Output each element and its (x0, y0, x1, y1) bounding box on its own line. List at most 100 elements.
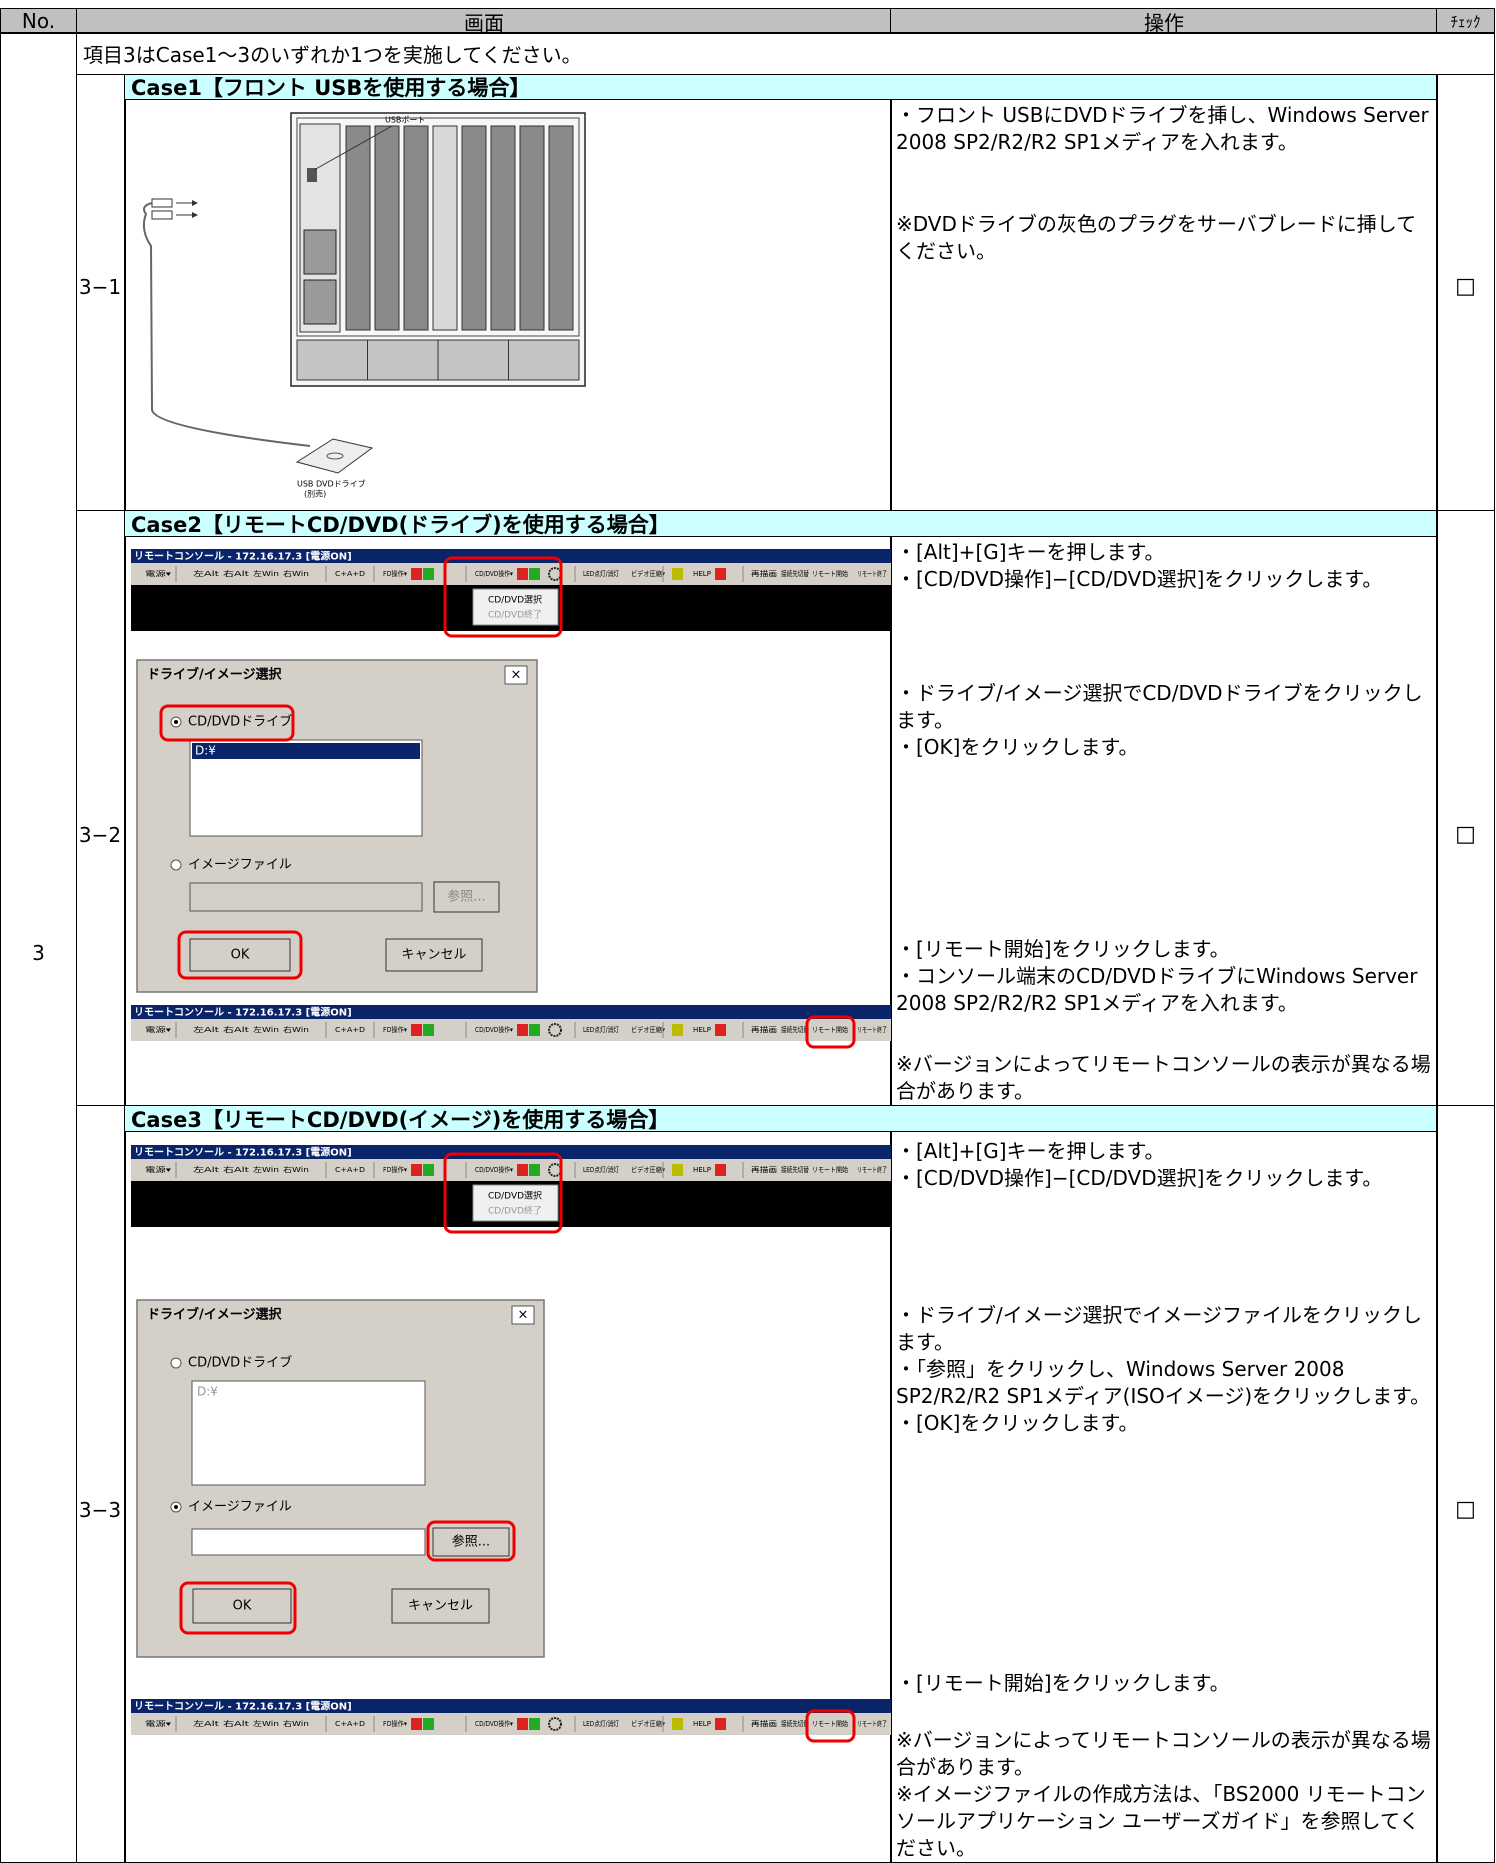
toolbar-button: 接続先切替 (781, 569, 809, 578)
toolbar-icon (529, 1164, 540, 1176)
toolbar-button: 左Win (253, 569, 279, 578)
toolbar-button: リモート開始 (812, 1025, 848, 1034)
operation-text: ・コンソール端末のCD/DVDドライブにWindows Server 2008 … (896, 964, 1418, 1015)
list-item: D:¥ (195, 744, 216, 758)
operation-text: ・ドライブ/イメージ選択でイメージファイルをクリックします。 (896, 1303, 1422, 1354)
plug-arrow-head (192, 200, 198, 206)
usb-cable (142, 202, 311, 447)
toolbar-button: C+A+D (335, 1720, 365, 1728)
operation-text: ・[Alt]+[G]キーを押します。 (896, 540, 1165, 564)
dialog-close-label: × (511, 668, 522, 683)
radio-label: CD/DVDドライブ (188, 1355, 292, 1371)
operation-block: ・[リモート開始]をクリックします。 ・コンソール端末のCD/DVDドライブにWi… (896, 936, 1432, 1017)
toolbar-button: リモート開始 (812, 1165, 848, 1174)
toolbar-button: HELP (693, 1720, 711, 1728)
item-number: 3 (32, 941, 45, 965)
toolbar-icon (715, 1164, 726, 1176)
toolbar-button: 左Alt (193, 1719, 219, 1728)
operation-block: ・ドライブ/イメージ選択でCD/DVDドライブをクリックします。 ・[OK]をクリ… (896, 680, 1432, 761)
toolbar-button: ビデオ圧縮▾ (631, 1165, 665, 1174)
toolbar-button: 接続先切替 (781, 1719, 809, 1728)
dialog-title: ドライブ/イメージ選択 (147, 1307, 282, 1323)
operation-block: ※DVDドライブの灰色のプラグをサーバブレードに挿してください。 (896, 211, 1432, 265)
dialog-close (511, 1305, 535, 1325)
usb-plug (151, 210, 173, 220)
toolbar-icon (423, 1164, 434, 1176)
browse-button-label: 参照... (452, 1534, 490, 1550)
menu-dropdown (472, 1184, 559, 1222)
toolbar-button: LED点灯/消灯 (583, 1165, 619, 1174)
toolbar-icon (423, 568, 434, 580)
radio-dot (174, 1505, 178, 1509)
toolbar-button: CD/DVD操作▾ (475, 1719, 513, 1728)
operation-text: ※バージョンによってリモートコンソールの表示が異なる場合があります。 (896, 1052, 1431, 1103)
toolbar-button: 左Alt (193, 1025, 219, 1034)
operation-block: ・[Alt]+[G]キーを押します。・[CD/DVD操作]−[CD/DVD選択]… (896, 539, 1432, 593)
toolbar-button: 電源▾ (145, 1719, 172, 1728)
radio-button (170, 1357, 182, 1369)
toolbar-button: FD操作▾ (383, 569, 407, 578)
cancel-button (385, 938, 483, 972)
console-toolbar (131, 1713, 891, 1735)
drive-label: USB DVDドライブ (297, 479, 366, 489)
ok-button (192, 1588, 292, 1624)
operation-text: ・[CD/DVD操作]−[CD/DVD選択]をクリックします。 (896, 1166, 1383, 1190)
blade-slot (374, 125, 400, 331)
browse-button (433, 881, 500, 913)
toolbar-button: FD操作▾ (383, 1025, 407, 1034)
menu-item: CD/DVD終了 (488, 1205, 542, 1217)
toolbar-button: 再描画 (751, 1025, 777, 1034)
toolbar-button: 右Win (283, 1719, 309, 1728)
toolbar-button: 右Alt (223, 1719, 249, 1728)
toolbar-icon (529, 1024, 540, 1036)
ok-button-label: OK (231, 948, 250, 963)
toolbar-icon (517, 1718, 528, 1730)
toolbar-button: リモート開始 (812, 1719, 848, 1728)
step-label: 3−1 (78, 275, 122, 299)
console-title-bar (131, 1005, 891, 1019)
toolbar-icon (411, 568, 422, 580)
highlight-box (805, 1015, 856, 1049)
console-title-bar (131, 549, 891, 563)
check-box: □ (1455, 274, 1476, 299)
toolbar-button: C+A+D (335, 570, 365, 578)
toolbar-icon (672, 1024, 683, 1036)
console-toolbar (131, 1019, 891, 1041)
toolbar-button: 左Alt (193, 569, 219, 578)
toolbar-button: HELP (693, 1166, 711, 1174)
toolbar-button: CD/DVD操作▾ (475, 569, 513, 578)
radio-label: CD/DVDドライブ (188, 714, 292, 730)
toolbar-button: HELP (693, 570, 711, 578)
dialog-title: ドライブ/イメージ選択 (147, 667, 282, 683)
toolbar-button: 右Win (283, 1025, 309, 1034)
toolbar-icon (423, 1718, 434, 1730)
blade-slot (519, 125, 545, 331)
console-title: リモートコンソール - 172.16.17.3 [電源ON] (134, 550, 352, 563)
operation-text: ※バージョンによってリモートコンソールの表示が異なる場合があります。 (896, 1728, 1431, 1779)
step-label: 3−3 (78, 1498, 122, 1522)
toolbar-icon (529, 568, 540, 580)
toolbar-button: 左Alt (193, 1165, 219, 1174)
toolbar-button: 右Alt (223, 569, 249, 578)
toolbar-icon (548, 1717, 562, 1731)
toolbar-icon (529, 1718, 540, 1730)
toolbar-button: 右Alt (223, 1025, 249, 1034)
ok-button (189, 938, 291, 972)
header-cell: 操作 (890, 8, 1438, 35)
operation-text: ・[CD/DVD操作]−[CD/DVD選択]をクリックします。 (896, 567, 1383, 591)
usb-port-leader (313, 125, 393, 171)
image-path-field (191, 1528, 426, 1556)
operation-text: ・[Alt]+[G]キーを押します。 (896, 1139, 1165, 1163)
blade-slot (432, 125, 458, 331)
toolbar-button: ビデオ圧縮▾ (631, 1025, 665, 1034)
toolbar-button: 再描画 (751, 1719, 777, 1728)
browse-button-label: 参照... (447, 889, 485, 905)
operation-block: ※バージョンによってリモートコンソールの表示が異なる場合があります。 ※イメージフ… (896, 1727, 1432, 1862)
operation-text: ・フロント USBにDVDドライブを挿し、Windows Server 2008… (896, 103, 1429, 154)
toolbar-button: 右Alt (223, 1165, 249, 1174)
radio-dot (174, 720, 178, 724)
highlight-box (426, 1520, 516, 1562)
usb-dvd-drive (295, 438, 374, 474)
toolbar-button: リモート終了 (857, 569, 887, 578)
